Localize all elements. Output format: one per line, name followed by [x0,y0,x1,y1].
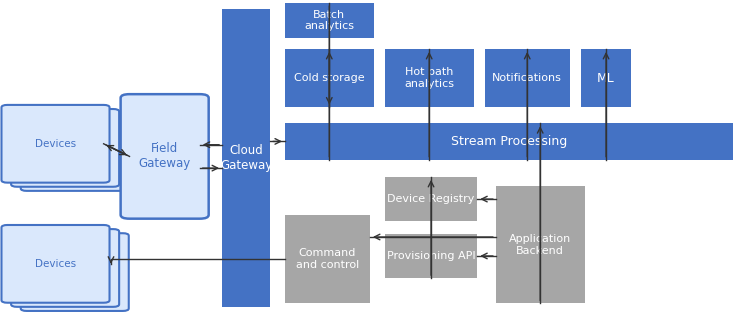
Bar [285,3,374,38]
FancyBboxPatch shape [1,105,110,183]
Text: Device Registry: Device Registry [387,194,475,204]
Bar [496,186,585,303]
Text: Cold storage: Cold storage [294,73,365,83]
Text: Field
Gateway: Field Gateway [138,143,191,170]
Text: Notifications: Notifications [492,73,562,83]
Text: Stream Processing: Stream Processing [451,135,567,148]
FancyBboxPatch shape [1,225,110,303]
Text: Batch
analytics: Batch analytics [304,10,354,31]
Bar [285,123,733,160]
Text: Hot path
analytics: Hot path analytics [404,67,454,89]
Text: Devices: Devices [35,139,76,149]
Text: Cloud
Gateway: Cloud Gateway [220,144,272,172]
FancyBboxPatch shape [11,109,119,187]
Text: Devices: Devices [35,259,76,269]
Bar [581,49,631,107]
FancyBboxPatch shape [121,94,209,219]
FancyBboxPatch shape [21,233,129,311]
Text: Provisioning API: Provisioning API [387,251,475,261]
FancyBboxPatch shape [21,113,129,191]
Bar [485,49,570,107]
Text: ML: ML [597,72,615,85]
Bar [222,9,270,307]
Text: Command
and control: Command and control [296,248,359,270]
Bar [385,177,477,221]
Bar [285,215,370,303]
Bar [285,49,374,107]
FancyBboxPatch shape [11,229,119,307]
Bar [385,234,477,278]
Bar [385,49,474,107]
Text: Application
Backend: Application Backend [509,234,571,256]
